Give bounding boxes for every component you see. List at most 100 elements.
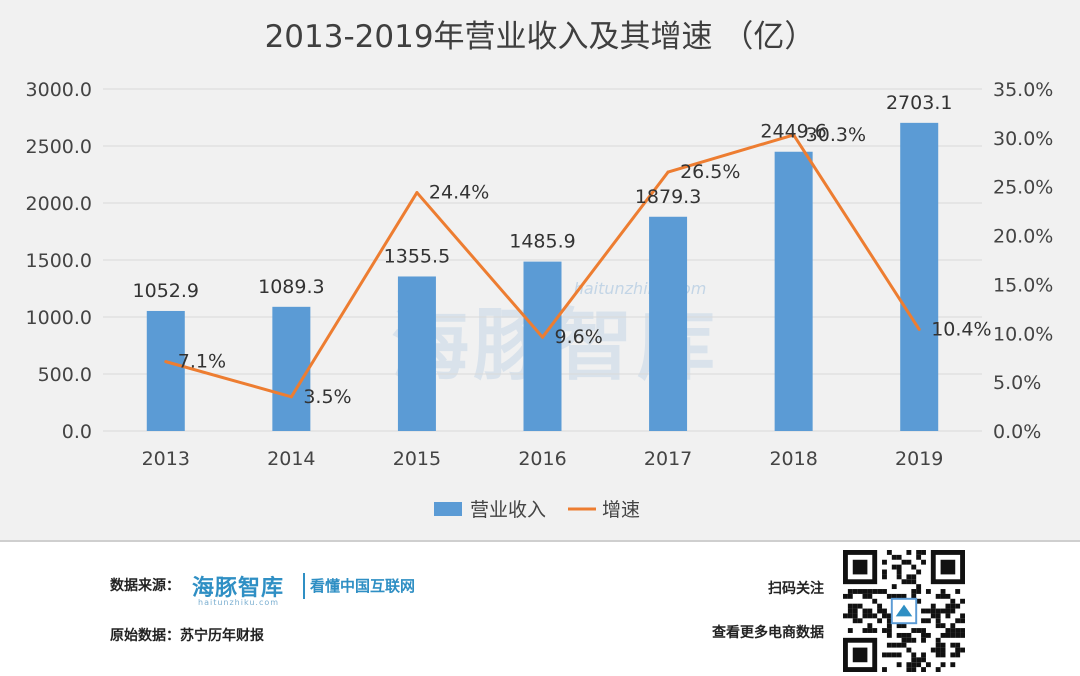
qr-module: [921, 628, 926, 633]
qr-module: [906, 550, 912, 555]
bar: [146, 310, 185, 431]
right-tick-label: 10.0%: [993, 323, 1053, 345]
qr-module: [862, 593, 868, 599]
qr-module: [911, 589, 917, 594]
qr-module: [882, 574, 887, 580]
qr-module: [935, 613, 941, 619]
qr-module: [960, 632, 965, 638]
qr-module: [940, 623, 946, 629]
line-point: [541, 335, 544, 339]
qr-module: [901, 637, 907, 643]
line-point: [666, 170, 670, 174]
qr-module: [921, 667, 926, 672]
qr-module: [906, 637, 912, 643]
qr-module: [906, 574, 912, 580]
qr-module: [867, 613, 873, 619]
qr-module: [921, 618, 926, 624]
qr-module: [960, 618, 965, 624]
qr-module: [935, 667, 941, 672]
bar-data-label: 2449.6: [760, 121, 826, 143]
qr-module: [896, 569, 902, 575]
qr-module: [906, 662, 912, 668]
line-series: [164, 133, 921, 399]
brand-logo: 海豚智库: [192, 576, 285, 601]
qr-module: [891, 554, 897, 560]
qr-module: [940, 593, 946, 599]
qr-module: [940, 662, 946, 668]
qr-module: [886, 628, 892, 633]
bar-data-label: 1355.5: [384, 245, 450, 267]
qr-module: [950, 623, 956, 629]
qr-module: [847, 589, 853, 594]
qr-module: [886, 652, 892, 658]
qr-code-icon[interactable]: [843, 550, 965, 672]
qr-module: [955, 647, 961, 653]
qr-module: [906, 667, 912, 672]
qr-module: [950, 603, 956, 609]
qr-module: [896, 574, 902, 580]
qr-module: [886, 623, 892, 629]
bar-data-label: 1052.9: [133, 280, 199, 302]
qr-module: [872, 598, 878, 604]
brand-tagline: 看懂中国互联网: [310, 577, 416, 595]
bar-data-label: 2703.1: [886, 92, 952, 114]
qr-module: [945, 628, 951, 633]
logo-divider: [303, 573, 305, 599]
qr-module: [955, 642, 961, 648]
qr-module: [867, 623, 873, 629]
qr-module: [911, 574, 917, 580]
qr-module: [940, 608, 946, 614]
bar: [900, 122, 939, 431]
qr-module: [911, 564, 917, 570]
combo-chart: 2013-2019年营业收入及其增速 （亿） 海豚智库 haitunzhiku.…: [26, 19, 1054, 521]
qr-module: [877, 608, 883, 614]
qr-module: [950, 628, 956, 633]
qr-module: [930, 647, 936, 653]
qr-module: [852, 589, 858, 594]
scan-label: 扫码关注: [768, 581, 824, 597]
qr-module: [935, 652, 941, 658]
qr-module: [867, 608, 873, 614]
qr-module: [940, 652, 946, 658]
qr-module: [906, 559, 912, 565]
bar: [397, 276, 436, 431]
right-tick-label: 25.0%: [993, 177, 1053, 199]
qr-module: [877, 589, 883, 594]
qr-module: [891, 642, 897, 648]
qr-module: [847, 613, 853, 619]
qr-module: [950, 608, 956, 614]
chart-area: 2013-2019年营业收入及其增速 （亿） 海豚智库 haitunzhiku.…: [0, 0, 1080, 542]
qr-module: [935, 642, 941, 648]
qr-module: [921, 637, 926, 643]
line-data-label: 7.1%: [178, 351, 226, 373]
x-tick-label: 2016: [518, 448, 566, 470]
qr-module: [916, 569, 922, 575]
left-axis: 0.0 500.0 1000.0 1500.0 2000.0 2500.0 3000.0: [26, 79, 92, 443]
qr-module: [925, 608, 931, 614]
qr-module: [882, 559, 887, 565]
qr-module: [955, 628, 961, 633]
qr-module: [867, 593, 873, 599]
left-tick-label: 1500.0: [26, 250, 92, 272]
qr-logo-mark: [895, 604, 913, 617]
qr-module: [891, 652, 897, 658]
qr-module: [960, 628, 965, 633]
qr-module: [955, 618, 961, 624]
line-point: [917, 327, 921, 331]
line-point: [792, 133, 796, 137]
line-data-label: 10.4%: [931, 318, 991, 340]
x-tick-label: 2018: [769, 448, 817, 470]
qr-module: [955, 589, 961, 594]
qr-module: [921, 559, 926, 565]
bar: [523, 261, 562, 431]
footer: 数据来源： 海豚智库 haitunzhiku.com 看懂中国互联网 原始数据：…: [0, 542, 1080, 676]
qr-module: [862, 608, 868, 614]
qr-module: [945, 632, 951, 638]
qr-module: [921, 652, 926, 658]
brand-logo-url: haitunzhiku.com: [198, 598, 280, 607]
qr-module: [916, 657, 922, 663]
qr-module: [950, 598, 956, 604]
right-tick-label: 5.0%: [993, 372, 1041, 394]
qr-finder-core: [852, 647, 868, 663]
qr-module: [906, 632, 912, 638]
